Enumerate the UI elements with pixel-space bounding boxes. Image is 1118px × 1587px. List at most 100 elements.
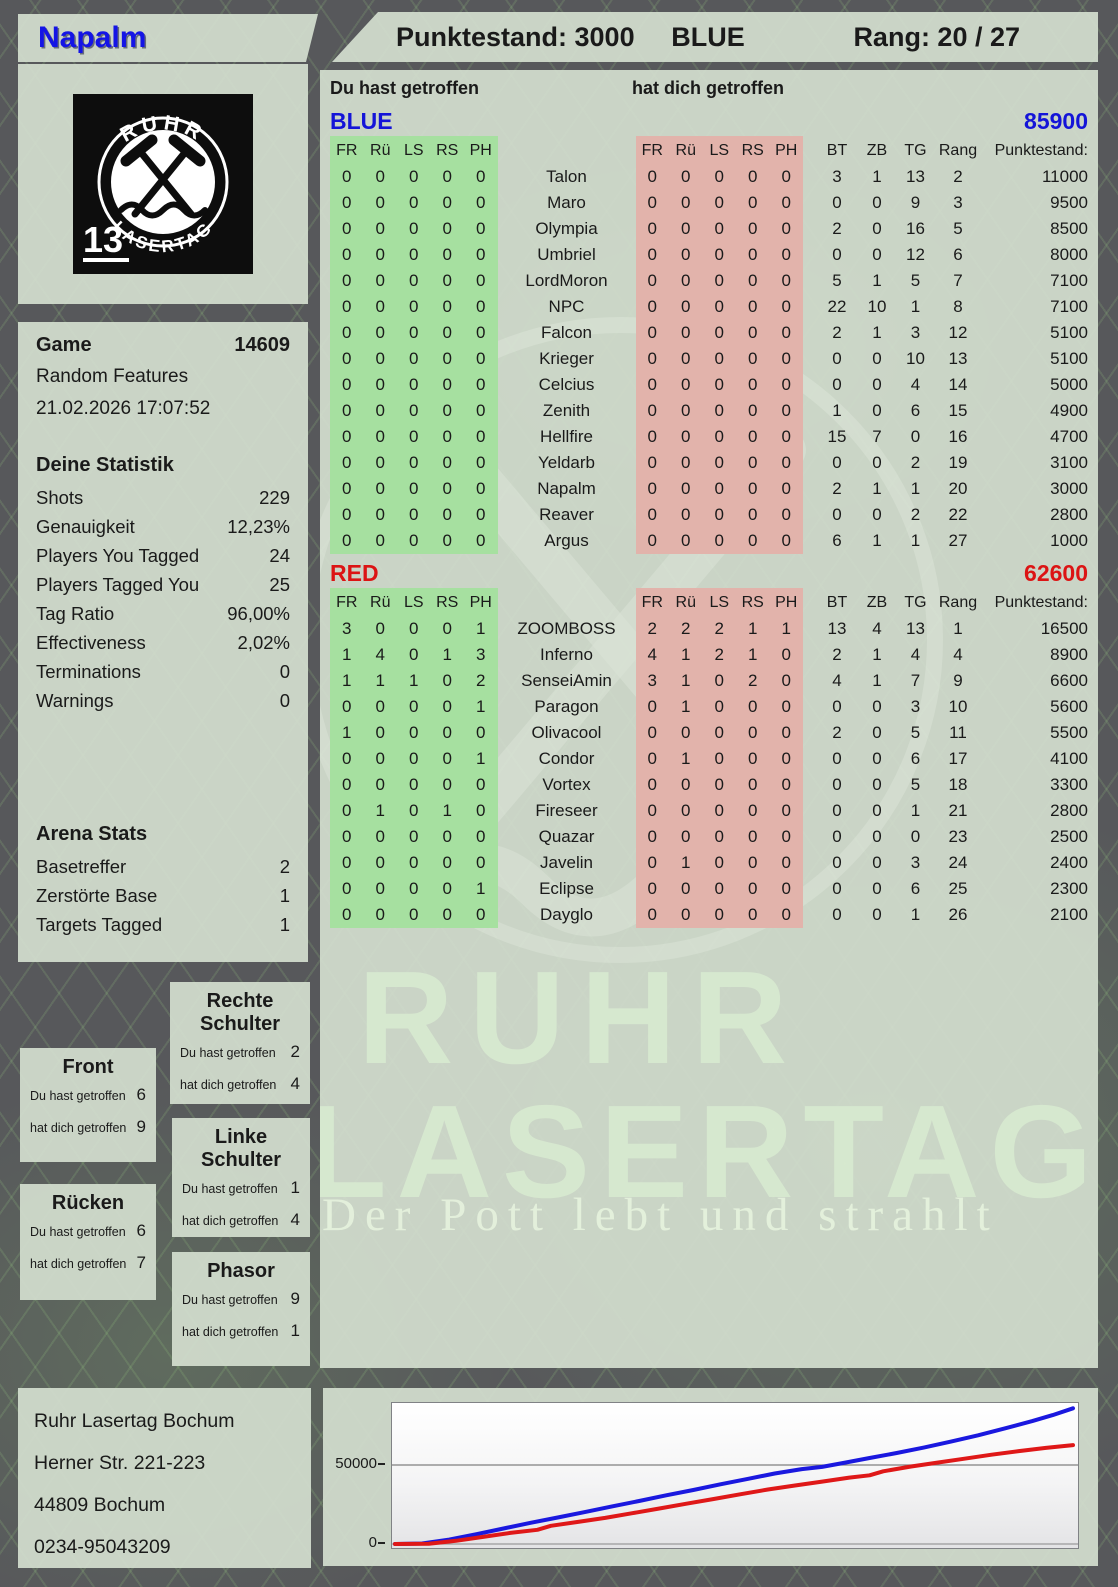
cell-you-hit: 0: [330, 398, 364, 424]
cell-you-hit: 0: [397, 164, 431, 190]
cell-tg: 4: [910, 375, 921, 394]
cell-bt: 0: [832, 801, 842, 820]
cell-bt: 0: [832, 193, 842, 212]
column-header-row: FR Rü LS RS PH FR Rü LS RS PH BT ZB TG Rang Punktestan…: [330, 588, 1088, 618]
cell-zb: 0: [872, 879, 882, 898]
cell-player-name: Talon: [546, 167, 587, 186]
cell-you-hit: 0: [363, 746, 397, 772]
table-row: 0 0 0 0 0 Falcon 0 0 0 0 0 2 1 3 12 5100: [330, 320, 1088, 346]
table-row: 0 0 0 0 0 Napalm 0 0 0 0 0 2 1 1 20 3000: [330, 476, 1088, 502]
game-summary-banner: Punktestand: 3000 BLUE Rang: 20 / 27: [332, 12, 1098, 62]
cell-them-hit: 0: [635, 450, 669, 476]
stat-label: Tag Ratio: [36, 603, 115, 624]
cell-punktestand: 2400: [1050, 853, 1088, 872]
cell-player-name: Olympia: [535, 219, 598, 238]
cell-tg: 3: [910, 853, 921, 872]
team-name: RED: [330, 559, 379, 586]
cell-them-hit: 0: [736, 216, 770, 242]
cell-bt: 2: [832, 645, 842, 664]
cell-punktestand: 5100: [1050, 323, 1088, 342]
col-header-you: LS: [397, 136, 431, 166]
cell-them-hit: 0: [736, 720, 770, 746]
hit-box-row: Du hast getroffen 6: [30, 1085, 146, 1105]
cell-bt: 0: [832, 505, 842, 524]
cell-tg: 1: [910, 905, 921, 924]
table-row: 0 0 0 0 0 Krieger 0 0 0 0 0 0 0 10 13 5100: [330, 346, 1088, 372]
crossed-hammers-icon: [120, 134, 206, 218]
cell-punktestand: 2500: [1050, 827, 1088, 846]
table-row: 1 1 1 0 2 SenseiAmin 3 1 0 2 0 4 1 7 9 6600: [330, 668, 1088, 694]
stat-value: 12,23%: [227, 516, 290, 537]
player-team-label: BLUE: [671, 21, 745, 52]
cell-tg: 5: [910, 723, 921, 742]
cell-them-hit: 0: [669, 720, 703, 746]
cell-you-hit: 0: [464, 902, 498, 928]
cell-you-hit: 0: [397, 320, 431, 346]
cell-bt: 13: [827, 619, 847, 638]
address-line: 44809 Bochum: [34, 1494, 166, 1516]
cell-you-hit: 0: [397, 824, 431, 850]
cell-you-hit: 0: [430, 746, 464, 772]
col-header-them: FR: [635, 588, 669, 618]
cell-them-hit: 0: [635, 268, 669, 294]
cell-them-hit: 0: [635, 528, 669, 554]
cell-punktestand: 5000: [1050, 375, 1088, 394]
cell-you-hit: 1: [330, 668, 364, 694]
col-header-tg: TG: [904, 594, 927, 611]
cell-them-hit: 0: [669, 294, 703, 320]
hit-you-column-header: hat dich getroffen: [632, 78, 784, 98]
cell-tg: 10: [906, 349, 925, 368]
stat-label: Effectiveness: [36, 632, 146, 653]
cell-you-hit: 3: [464, 642, 498, 668]
hit-box-row-value: 2: [290, 1042, 300, 1061]
score-lines-chart: [392, 1406, 1078, 1546]
cell-them-hit: 0: [702, 668, 736, 694]
cell-player-name: Falcon: [540, 323, 593, 342]
cell-them-hit: 0: [635, 242, 669, 268]
cell-you-hit: 0: [330, 294, 364, 320]
hit-box-row-value: 6: [136, 1221, 146, 1240]
cell-them-hit: 0: [635, 798, 669, 824]
cell-them-hit: 0: [702, 190, 736, 216]
cell-you-hit: 0: [464, 216, 498, 242]
cell-you-hit: 0: [397, 746, 431, 772]
cell-rang: 25: [948, 879, 968, 898]
col-header-name: [498, 136, 636, 166]
cell-player-name: ZOOMBOSS: [517, 619, 616, 638]
cell-them-hit: 0: [702, 450, 736, 476]
table-row: 0 0 0 0 0 Maro 0 0 0 0 0 0 0 9 3 9500: [330, 190, 1088, 216]
hit-box-row: Du hast getroffen 9: [182, 1289, 300, 1309]
cell-them-hit: 0: [736, 268, 770, 294]
cell-them-hit: 0: [669, 320, 703, 346]
team-section-blue: BLUE 85900 FR Rü LS RS PH FR Rü LS RS PH BT ZB TG Rang P…: [320, 106, 1098, 554]
cell-rang: 9: [953, 671, 963, 690]
cell-them-hit: 0: [702, 294, 736, 320]
col-header-rang: Rang: [938, 142, 978, 159]
hit-box-front: Front Du hast getroffen 6 hat dich getroffe…: [20, 1048, 156, 1162]
cell-them-hit: 0: [635, 164, 669, 190]
cell-them-hit: 1: [669, 694, 703, 720]
hit-box-row-value: 9: [290, 1289, 300, 1308]
cell-them-hit: 0: [769, 346, 803, 372]
hit-box-row-value: 7: [136, 1253, 146, 1272]
cell-rang: 5: [953, 219, 963, 238]
cell-zb: 1: [872, 671, 882, 690]
scoreboard-panel: RUHR LASERTAG Der Pott lebt und strahlt …: [320, 70, 1098, 1368]
team-score-line: BLUE 85900: [320, 106, 1098, 136]
cell-them-hit: 0: [669, 772, 703, 798]
cell-them-hit: 0: [702, 398, 736, 424]
hit-box-title: Rechte Schulter: [199, 990, 281, 1035]
cell-punktestand: 5500: [1050, 723, 1088, 742]
cell-you-hit: 0: [430, 824, 464, 850]
cell-you-hit: 0: [430, 320, 464, 346]
cell-you-hit: 1: [363, 668, 397, 694]
stat-value: 24: [269, 545, 290, 566]
cell-zb: 0: [872, 401, 882, 420]
cell-gap: [803, 720, 817, 746]
cell-them-hit: 0: [669, 190, 703, 216]
cell-you-hit: 0: [397, 242, 431, 268]
cell-punktestand: 11000: [1041, 167, 1088, 186]
cell-player-name: Paragon: [534, 697, 599, 716]
game-datetime: 21.02.2026 17:07:52: [36, 398, 211, 419]
